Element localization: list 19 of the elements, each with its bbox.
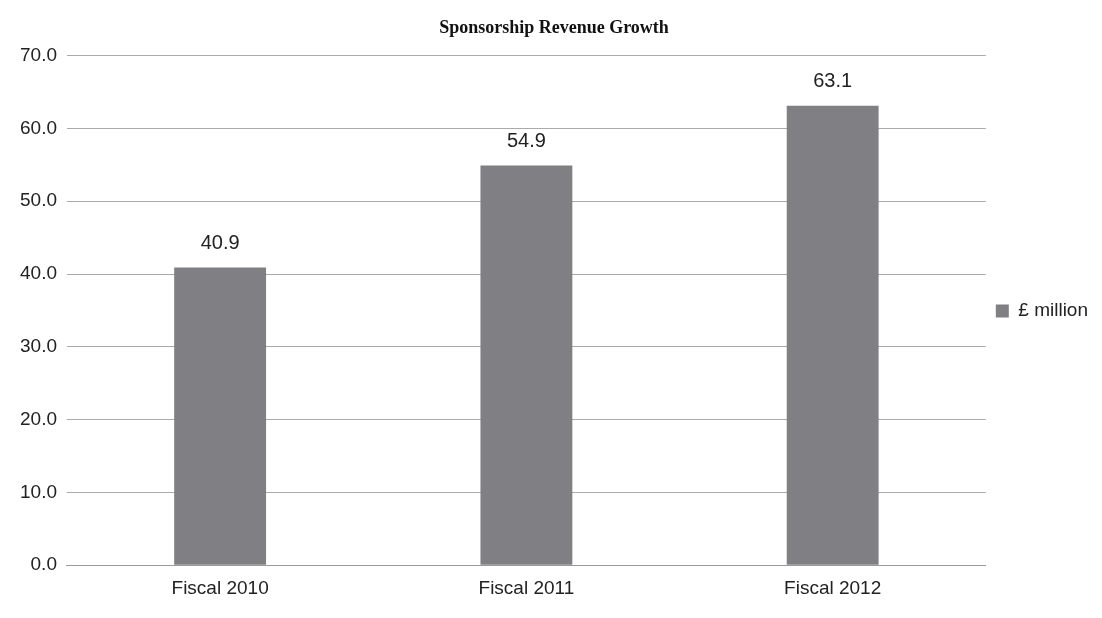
y-tick-label: 10.0 bbox=[20, 480, 57, 502]
y-tick-label: 0.0 bbox=[30, 553, 57, 575]
y-tick-label: 70.0 bbox=[20, 43, 57, 65]
data-label: 63.1 bbox=[813, 69, 853, 92]
bar bbox=[174, 267, 267, 565]
bar bbox=[480, 165, 573, 565]
legend-label: £ million bbox=[1018, 299, 1089, 321]
x-tick-label: Fiscal 2012 bbox=[784, 576, 882, 598]
x-tick-label: Fiscal 2011 bbox=[478, 576, 575, 598]
data-label: 40.9 bbox=[200, 230, 240, 253]
data-label: 54.9 bbox=[506, 129, 546, 152]
y-tick-label: 20.0 bbox=[20, 407, 57, 429]
y-tick-label: 60.0 bbox=[20, 116, 57, 138]
x-tick-label: Fiscal 2010 bbox=[171, 576, 269, 598]
y-tick-label: 30.0 bbox=[20, 335, 57, 357]
chart-title: Sponsorship Revenue Growth bbox=[439, 17, 669, 38]
y-tick-label: 40.0 bbox=[20, 262, 57, 284]
y-tick-label: 50.0 bbox=[20, 189, 57, 211]
bar bbox=[786, 105, 879, 565]
